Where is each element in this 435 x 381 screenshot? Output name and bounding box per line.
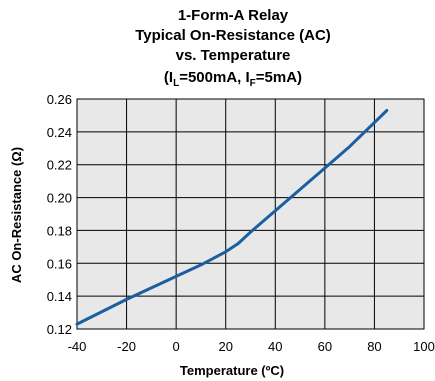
x-tick-label: -40 — [68, 339, 87, 354]
title-line-4: (IL=500mA, IF=5mA) — [164, 69, 302, 89]
x-tick-label: 40 — [268, 339, 282, 354]
x-tick-label: 100 — [413, 339, 435, 354]
series-layer — [75, 109, 389, 326]
y-tick-label: 0.20 — [47, 191, 72, 206]
y-tick-labels: 0.12 0.14 0.16 0.18 0.20 0.22 0.24 0.26 — [47, 92, 72, 337]
x-tick-label: -20 — [117, 339, 136, 354]
y-axis-label: AC On-Resistance (Ω) — [9, 147, 24, 283]
y-tick-label: 0.12 — [47, 322, 72, 337]
y-tick-label: 0.26 — [47, 92, 72, 107]
y-tick-label: 0.14 — [47, 289, 72, 304]
y-tick-label: 0.18 — [47, 223, 72, 238]
x-tick-label: 80 — [367, 339, 381, 354]
x-axis-label: Temperature (ºC) — [180, 363, 284, 378]
chart-title: 1-Form-A Relay Typical On-Resistance (AC… — [135, 7, 331, 89]
y-tick-label: 0.24 — [47, 125, 72, 140]
title-line-2: Typical On-Resistance (AC) — [135, 27, 331, 44]
x-tick-label: 20 — [218, 339, 232, 354]
x-tick-labels: -40 -20 0 20 40 60 80 100 — [68, 339, 435, 354]
x-tick-label: 60 — [318, 339, 332, 354]
y-tick-label: 0.22 — [47, 158, 72, 173]
x-tick-label: 0 — [173, 339, 180, 354]
y-tick-label: 0.16 — [47, 256, 72, 271]
plot-area — [76, 98, 425, 330]
title-line-1: 1-Form-A Relay — [178, 7, 289, 24]
series-line — [75, 109, 389, 326]
title-line-3: vs. Temperature — [176, 47, 291, 64]
